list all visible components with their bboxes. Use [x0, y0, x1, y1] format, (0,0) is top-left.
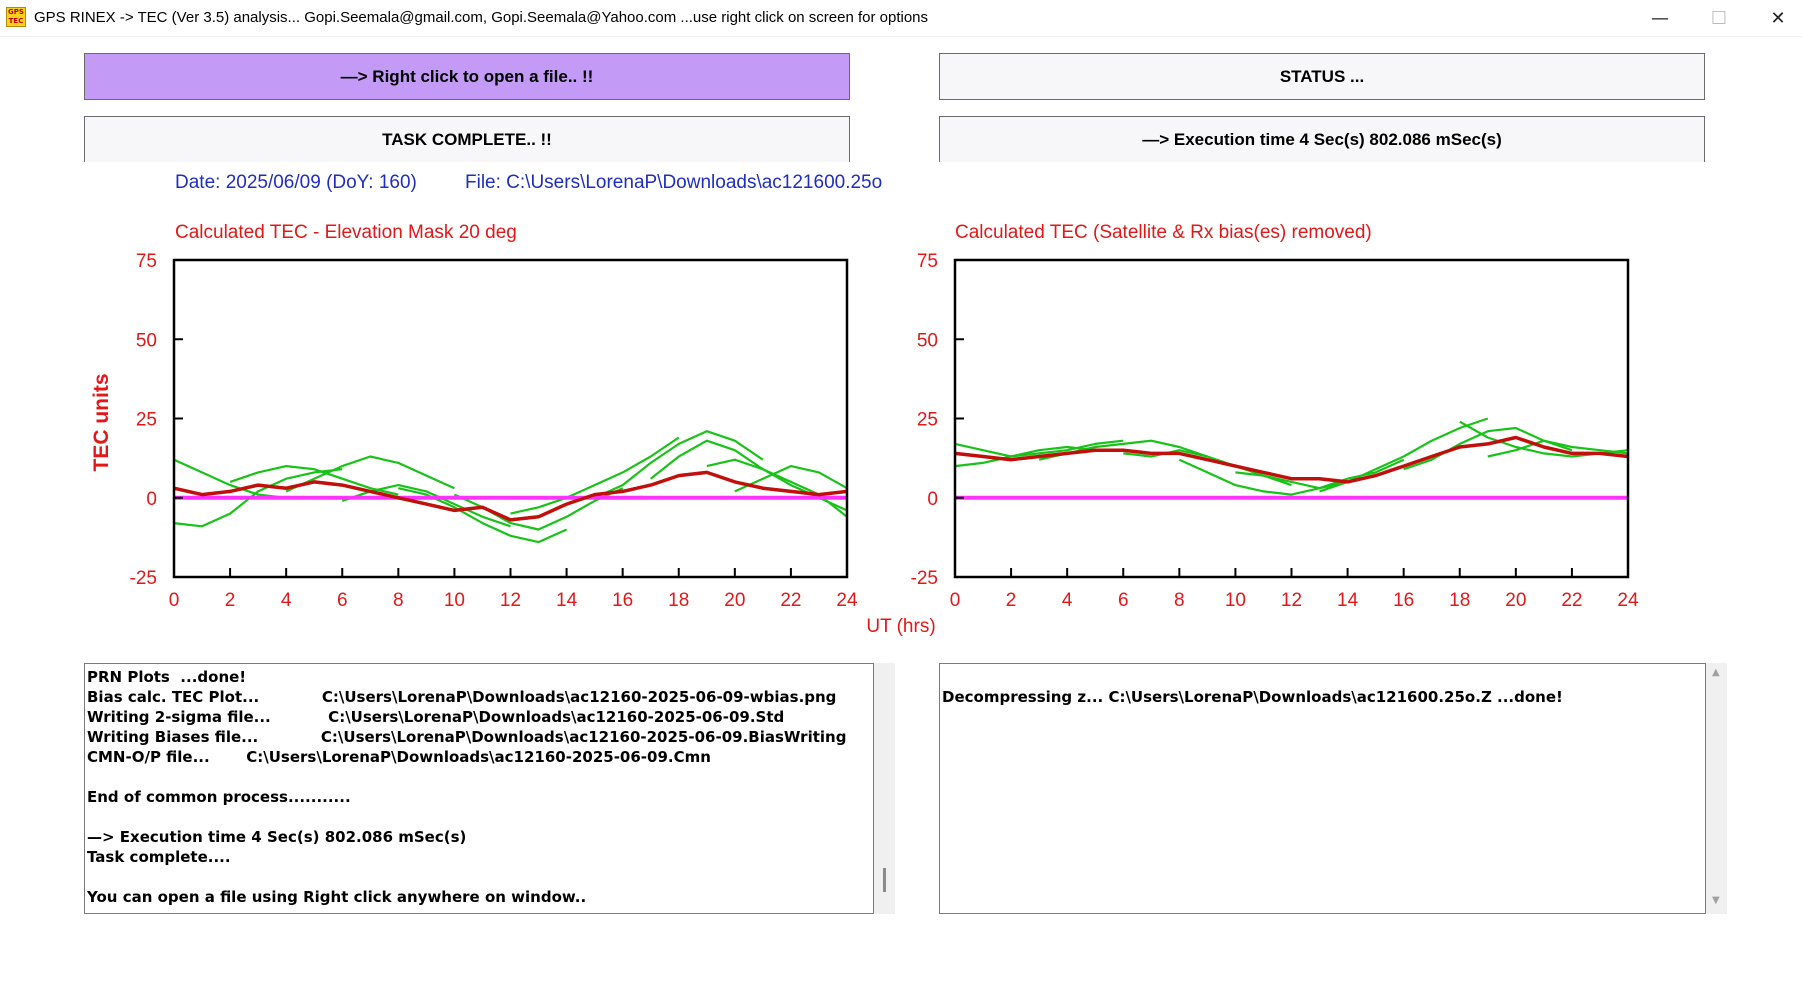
x-tick-label: 22 — [1561, 590, 1582, 611]
x-axis-label: UT (hrs) — [866, 616, 935, 637]
x-tick-label: 8 — [393, 590, 404, 611]
satellite-tec-line — [398, 487, 568, 544]
satellite-tec-line — [510, 436, 680, 515]
x-tick-label: 4 — [1062, 590, 1073, 611]
y-tick-label: 0 — [146, 489, 157, 510]
log-line: Writing 2-sigma file... C:\Users\LorenaP… — [87, 708, 785, 726]
execution-time-button[interactable]: —> Execution time 4 Sec(s) 802.086 mSec(… — [939, 116, 1705, 162]
app-icon: GPS TEC — [6, 7, 26, 27]
y-tick-label: 50 — [136, 330, 157, 351]
y-tick-label: 75 — [917, 251, 938, 272]
chart-left-title: Calculated TEC - Elevation Mask 20 deg — [175, 222, 517, 243]
x-tick-label: 4 — [281, 590, 292, 611]
x-tick-label: 0 — [950, 590, 961, 611]
x-tick-label: 10 — [1225, 590, 1246, 611]
log-right-lines: Decompressing z... C:\Users\LorenaP\Down… — [942, 667, 1563, 707]
x-tick-label: 14 — [556, 590, 578, 611]
plot-frame — [953, 258, 1630, 579]
mean-tec-line — [954, 435, 1629, 484]
satellite-tec-line — [173, 458, 287, 499]
x-tick-label: 0 — [169, 590, 180, 611]
satellite-tec-line — [734, 465, 848, 493]
log-line — [942, 667, 1563, 687]
x-tick-label: 6 — [337, 590, 348, 611]
window-title: GPS RINEX -> TEC (Ver 3.5) analysis... G… — [34, 9, 929, 26]
x-tick-label: 12 — [1281, 590, 1302, 611]
y-tick-label: 25 — [917, 410, 938, 431]
log-line — [87, 807, 846, 827]
log-line: End of common process........... — [87, 788, 351, 806]
log-line: —> Execution time 4 Sec(s) 802.086 mSec(… — [87, 828, 467, 846]
y-tick-label: -25 — [130, 568, 157, 589]
x-tick-label: 2 — [225, 590, 236, 611]
x-tick-label: 20 — [724, 590, 745, 611]
x-tick-label: 24 — [1617, 590, 1639, 611]
maximize-button[interactable]: ☐ — [1710, 7, 1728, 29]
log-line: Task complete.... — [87, 848, 231, 866]
x-tick-label: 16 — [612, 590, 633, 611]
open-file-button[interactable]: —> Right click to open a file.. !! — [84, 53, 850, 100]
log-left-lines: PRN Plots ...done! Bias calc. TEC Plot...… — [87, 667, 846, 907]
y-axis-label: TEC units — [90, 374, 113, 472]
x-tick-label: 8 — [1174, 590, 1185, 611]
satellite-tec-line — [1235, 458, 1405, 490]
app-icon-label: GPS TEC — [8, 8, 24, 25]
y-tick-label: 50 — [917, 330, 938, 351]
y-tick-label: 75 — [136, 251, 157, 272]
x-tick-label: 18 — [668, 590, 689, 611]
log-line: CMN-O/P file... C:\Users\LorenaP\Downloa… — [87, 748, 711, 766]
log-line: You can open a file using Right click an… — [87, 888, 587, 906]
mean-tec-line — [173, 470, 848, 522]
x-tick-label: 22 — [780, 590, 801, 611]
log-line: Writing Biases file... C:\Users\LorenaP\… — [87, 728, 847, 746]
satellite-tec-line — [1487, 439, 1629, 458]
date-info: Date: 2025/06/09 (DoY: 160) — [175, 172, 417, 193]
scroll-down-arrow-icon[interactable]: ▼ — [1712, 895, 1720, 906]
log-line — [87, 867, 846, 887]
log-left-scrollbar[interactable] — [874, 663, 895, 914]
chart-right-title: Calculated TEC (Satellite & Rx bias(es) … — [955, 222, 1372, 243]
log-line: Decompressing z... C:\Users\LorenaP\Down… — [942, 688, 1563, 706]
log-line — [87, 767, 846, 787]
y-tick-label: -25 — [911, 568, 938, 589]
x-tick-label: 12 — [500, 590, 521, 611]
minimize-button[interactable]: — — [1651, 7, 1669, 29]
satellite-tec-line — [229, 465, 399, 496]
x-tick-label: 20 — [1505, 590, 1526, 611]
x-tick-label: 10 — [444, 590, 465, 611]
task-status-button[interactable]: TASK COMPLETE.. !! — [84, 116, 850, 162]
satellite-tec-line — [594, 430, 764, 499]
x-tick-label: 14 — [1337, 590, 1359, 611]
title-bar: GPS TEC GPS RINEX -> TEC (Ver 3.5) analy… — [0, 0, 1802, 37]
x-tick-label: 24 — [836, 590, 858, 611]
log-line: PRN Plots ...done! — [87, 668, 247, 686]
x-tick-label: 18 — [1449, 590, 1470, 611]
log-line: Bias calc. TEC Plot... C:\Users\LorenaP\… — [87, 688, 837, 706]
satellite-tec-line — [285, 455, 455, 493]
y-tick-label: 0 — [927, 489, 938, 510]
status-button[interactable]: STATUS ... — [939, 53, 1705, 100]
log-right-scrollbar[interactable]: ▲ ▼ — [1706, 663, 1727, 914]
close-button[interactable]: ✕ — [1770, 7, 1786, 29]
x-tick-label: 16 — [1393, 590, 1414, 611]
satellite-tec-line — [173, 468, 343, 528]
satellite-tec-line — [954, 439, 1124, 458]
file-info: File: C:\Users\LorenaP\Downloads\ac12160… — [465, 172, 883, 193]
log-left-scroll-thumb[interactable] — [883, 868, 886, 892]
log-panel-left[interactable]: PRN Plots ...done! Bias calc. TEC Plot...… — [84, 663, 874, 914]
y-tick-label: 25 — [136, 410, 157, 431]
plot-frame — [172, 258, 849, 579]
satellite-tec-line — [954, 445, 1096, 468]
x-tick-label: 2 — [1006, 590, 1017, 611]
log-panel-right[interactable]: Decompressing z... C:\Users\LorenaP\Down… — [939, 663, 1706, 914]
x-tick-label: 6 — [1118, 590, 1129, 611]
satellite-tec-line — [1123, 449, 1292, 487]
scroll-up-arrow-icon[interactable]: ▲ — [1712, 667, 1720, 678]
